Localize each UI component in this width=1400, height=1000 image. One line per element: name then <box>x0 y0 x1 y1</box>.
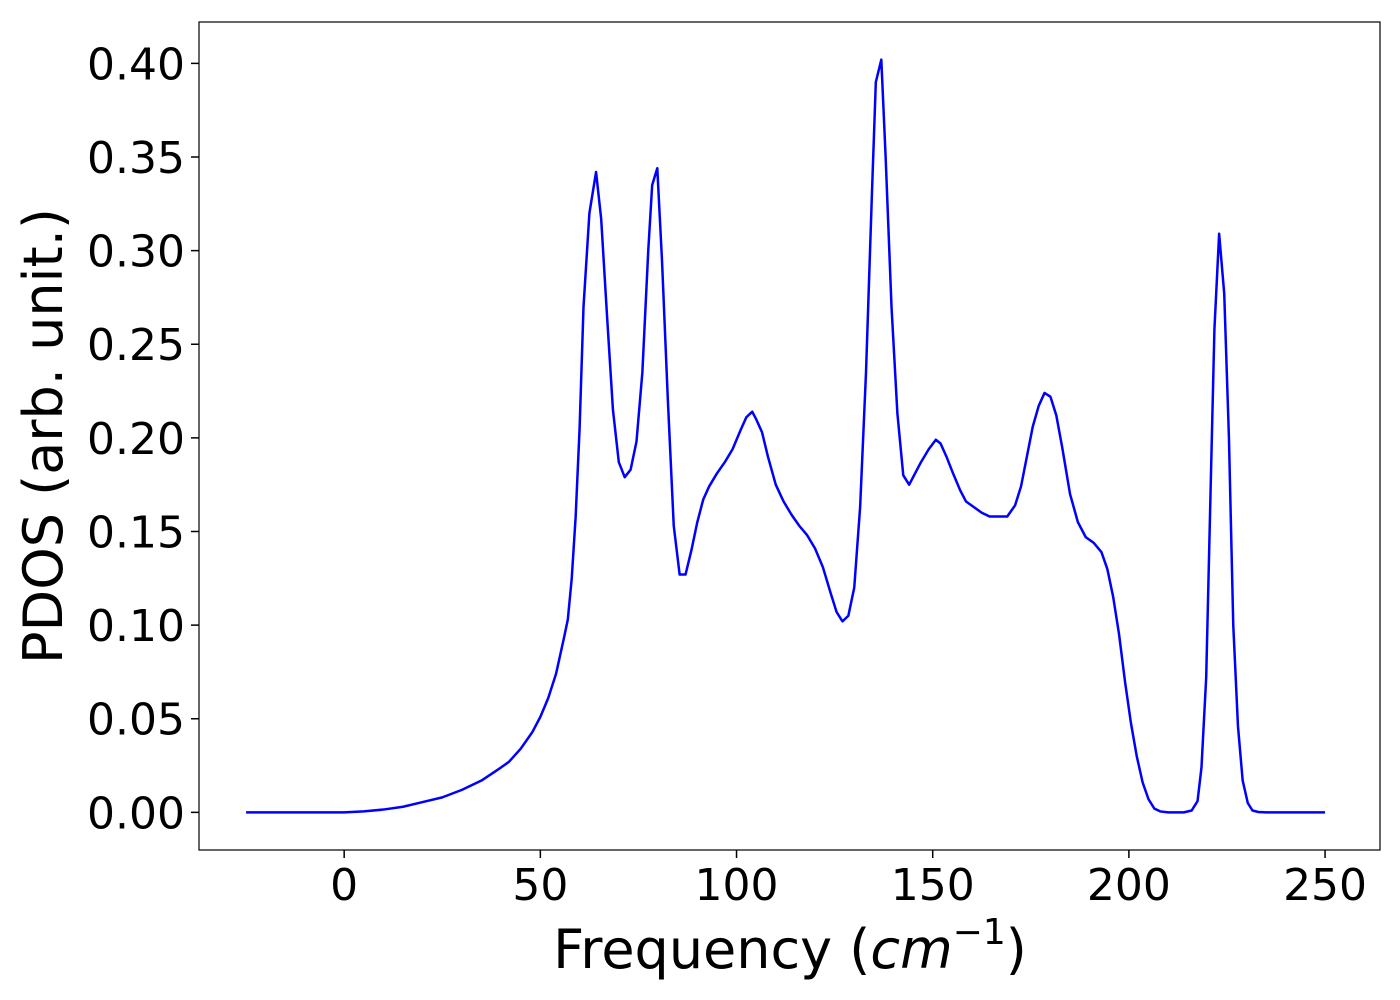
plot-frame <box>198 21 1381 851</box>
x-label-text: Frequency ( <box>553 918 870 981</box>
x-tick-label: 200 <box>1087 860 1171 911</box>
x-tick-label: 150 <box>891 860 975 911</box>
x-tick-label: 250 <box>1283 860 1367 911</box>
y-axis-label: PDOS (arb. unit.) <box>12 208 75 664</box>
y-tick-label: 0.25 <box>87 320 185 371</box>
y-tick-label: 0.30 <box>87 227 185 278</box>
y-tick-label: 0.20 <box>87 414 185 465</box>
x-axis-label: Frequency (cm−1) <box>553 912 1027 981</box>
y-tick-label: 0.10 <box>87 601 185 652</box>
x-label-exponent: −1 <box>953 912 1006 953</box>
y-tick-label: 0.00 <box>87 788 185 839</box>
x-tick-label: 100 <box>695 860 779 911</box>
y-tick-label: 0.40 <box>87 39 185 90</box>
x-tick-label: 50 <box>512 860 568 911</box>
x-label-close: ) <box>1006 918 1027 981</box>
y-tick-label: 0.15 <box>87 507 185 558</box>
x-label-unit: cm <box>870 918 952 981</box>
y-tick-label: 0.35 <box>87 133 185 184</box>
y-tick-label: 0.05 <box>87 695 185 746</box>
series-line <box>246 58 1326 814</box>
x-tick-label: 0 <box>330 860 358 911</box>
